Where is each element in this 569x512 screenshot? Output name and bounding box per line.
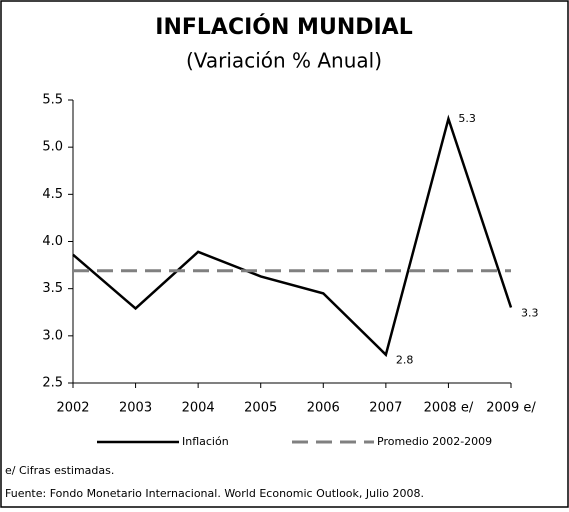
data-label: 3.3 (521, 307, 539, 320)
y-tick-label: 4.5 (42, 187, 63, 202)
y-tick-label: 5.5 (42, 93, 63, 108)
legend-label: Inflación (182, 435, 229, 448)
x-tick-label: 2004 (182, 401, 215, 416)
data-label: 5.3 (458, 112, 476, 125)
x-tick-label: 2008 e/ (424, 401, 474, 416)
series-line (72, 114, 513, 358)
data-label: 2.8 (396, 354, 414, 367)
footnote: e/ Cifras estimadas. (5, 464, 114, 477)
x-tick-label: 2005 (244, 401, 277, 416)
x-tick-label: 2002 (56, 401, 89, 416)
y-tick-label: 3.0 (42, 328, 63, 343)
x-tick-label: 2009 e/ (486, 401, 536, 416)
y-tick-label: 3.5 (42, 281, 63, 296)
footnote: Fuente: Fondo Monetario Internacional. W… (5, 487, 424, 500)
x-tick-label: 2007 (369, 401, 402, 416)
chart-subtitle: (Variación % Anual) (186, 49, 382, 73)
y-tick-label: 2.5 (42, 376, 63, 391)
y-tick-label: 4.0 (42, 234, 63, 249)
x-tick-label: 2006 (307, 401, 340, 416)
legend-label: Promedio 2002-2009 (377, 435, 492, 448)
chart-title: INFLACIÓN MUNDIAL (155, 14, 412, 40)
x-tick-label: 2003 (119, 401, 152, 416)
y-tick-label: 5.0 (42, 140, 63, 155)
